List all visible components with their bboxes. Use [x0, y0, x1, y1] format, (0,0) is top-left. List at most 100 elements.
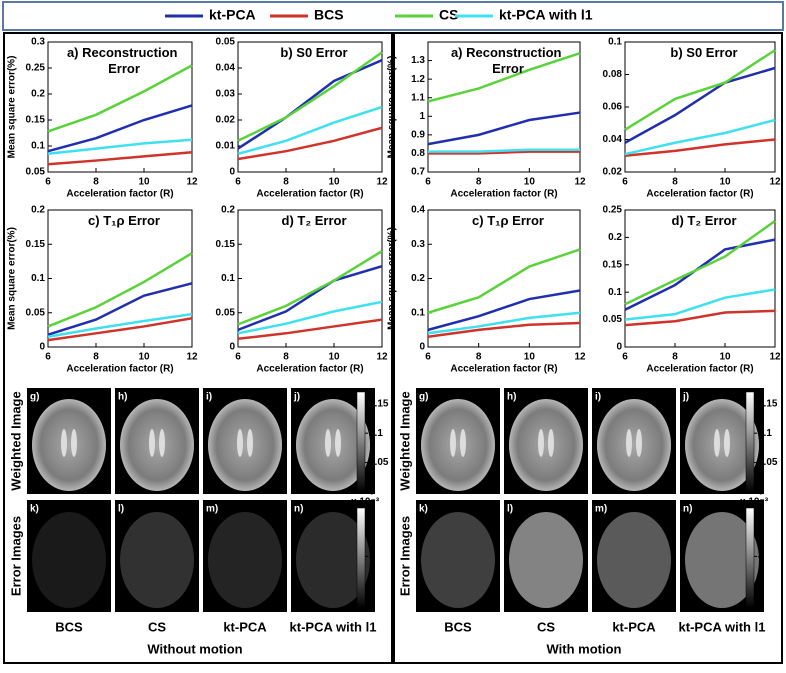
y-tick-label: 0.08	[603, 69, 623, 80]
image-label: g)	[419, 392, 428, 403]
y-tick-label: 0.05	[26, 167, 46, 178]
column-label: BCS	[55, 619, 83, 634]
chart-title: d) T₂ Error	[672, 213, 737, 228]
colorbar-label: 4	[369, 551, 375, 562]
y-tick-label: 0.15	[26, 115, 46, 126]
y-tick-label: 0.03	[216, 89, 236, 100]
y-tick-label: 0.05	[603, 314, 623, 325]
series-line	[237, 105, 383, 156]
colorbar-scale: x 10⁻³	[351, 497, 380, 508]
x-axis-label: Acceleration factor (R)	[450, 364, 557, 375]
y-tick-label: 0.3	[31, 37, 45, 48]
x-tick-label: 6	[235, 177, 241, 188]
x-tick-label: 12	[574, 177, 586, 188]
legend-label: CS	[439, 7, 458, 23]
column-label: kt-PCA with l1	[679, 619, 766, 634]
x-tick-label: 8	[476, 352, 482, 363]
chart-title: b) S0 Error	[280, 45, 347, 60]
y-tick-label: 0.1	[608, 37, 622, 48]
y-tick-label: 0.15	[26, 239, 46, 250]
chart-title: c) T₁ρ Error	[472, 213, 544, 228]
image-label: h)	[507, 392, 516, 403]
series-line	[624, 138, 776, 157]
error-map	[120, 512, 194, 608]
ventricle	[724, 429, 730, 457]
panel-caption: With motion	[547, 641, 622, 656]
error-map	[509, 512, 583, 608]
colorbar	[745, 507, 755, 609]
colorbar-label: 0	[369, 487, 375, 498]
series-line	[237, 264, 383, 332]
y-tick-label: 0.05	[26, 307, 46, 318]
series-line	[47, 252, 193, 328]
ventricle	[460, 429, 466, 457]
image-label: k)	[419, 504, 428, 515]
series-line	[47, 138, 193, 156]
y-tick-label: 0.9	[411, 129, 425, 140]
plot-area	[47, 209, 193, 348]
chart-title: c) T₁ρ Error	[88, 213, 160, 228]
plot-area	[237, 209, 383, 348]
ventricle	[71, 429, 77, 457]
column-label: kt-PCA with l1	[290, 619, 377, 634]
y-tick-label: 0.1	[31, 273, 45, 284]
x-tick-label: 8	[476, 177, 482, 188]
x-tick-label: 6	[622, 177, 628, 188]
y-tick-label: 0.04	[603, 134, 623, 145]
ventricle	[237, 429, 243, 457]
series-line	[237, 300, 383, 335]
y-axis-label: Mean square error(%)	[387, 56, 398, 159]
x-tick-label: 8	[672, 177, 678, 188]
y-tick-label: 0.25	[26, 63, 46, 74]
column-label: CS	[148, 619, 166, 634]
brain	[509, 399, 583, 491]
image-label: m)	[595, 504, 607, 515]
x-tick-label: 10	[524, 352, 536, 363]
brain	[421, 399, 495, 491]
series-line	[624, 49, 776, 131]
ventricle	[247, 429, 253, 457]
x-axis-label: Acceleration factor (R)	[256, 364, 363, 375]
y-tick-label: 0.1	[411, 307, 425, 318]
row-label: Weighted Image	[8, 391, 23, 490]
y-tick-label: 1.3	[411, 55, 425, 66]
colorbar-label: 6	[758, 519, 764, 530]
row-label: Weighted Image	[397, 391, 412, 490]
y-tick-label: 0.1	[221, 273, 235, 284]
colorbar-label: 0.05	[758, 457, 778, 468]
legend-frame	[2, 1, 784, 31]
y-tick-label: 1.1	[411, 92, 425, 103]
panel-frame	[3, 32, 393, 664]
ventricle	[335, 429, 341, 457]
error-map	[32, 512, 106, 608]
image-label: l)	[507, 504, 513, 515]
y-tick-label: 0.2	[31, 205, 45, 216]
error-map	[208, 512, 282, 608]
colorbar-label: 0	[758, 487, 764, 498]
image-label: h)	[118, 392, 127, 403]
y-tick-label: 0.2	[221, 205, 235, 216]
column-label: BCS	[444, 619, 472, 634]
x-axis-label: Acceleration factor (R)	[66, 364, 173, 375]
series-line	[47, 64, 193, 133]
brain	[120, 399, 194, 491]
image-label: g)	[30, 392, 39, 403]
ventricle	[450, 429, 456, 457]
brain	[208, 399, 282, 491]
legend-label: kt-PCA with l1	[499, 7, 593, 23]
x-tick-label: 6	[45, 352, 51, 363]
ventricle	[548, 429, 554, 457]
column-label: CS	[537, 619, 555, 634]
plot-area	[237, 41, 383, 173]
x-tick-label: 12	[769, 352, 781, 363]
image-label: k)	[30, 504, 39, 515]
image-label: l)	[118, 504, 124, 515]
x-axis-label: Acceleration factor (R)	[450, 189, 557, 200]
x-tick-label: 12	[376, 352, 388, 363]
x-tick-label: 6	[425, 177, 431, 188]
x-tick-label: 12	[186, 177, 198, 188]
y-tick-label: 0.2	[411, 273, 425, 284]
x-tick-label: 10	[138, 177, 150, 188]
series-line	[427, 248, 581, 314]
